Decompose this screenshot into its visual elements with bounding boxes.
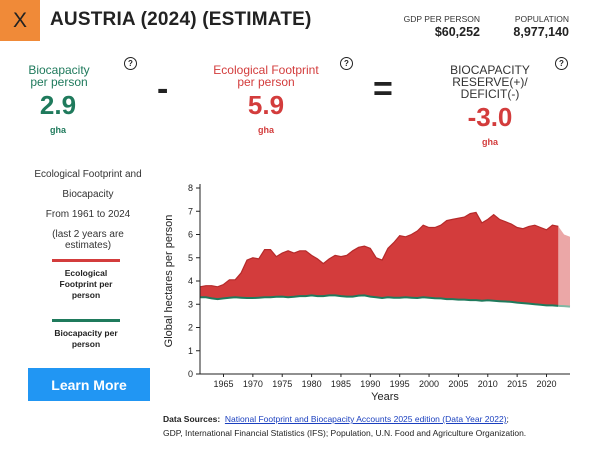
y-tick-label: 5	[188, 253, 193, 263]
biocapacity-label-line1: Biocapacity	[28, 63, 90, 77]
footprint-label-line2: per person	[237, 75, 295, 89]
x-tick-label: 1975	[272, 379, 292, 389]
reserve-value: -3.0	[467, 102, 513, 132]
footprint-deficit-area-estimate	[558, 226, 570, 307]
legend-footprint-line2: Footprint per	[59, 279, 113, 289]
x-tick-label: 2005	[448, 379, 468, 389]
side-description-line1: Ecological Footprint and	[34, 169, 142, 180]
data-sources: Data Sources: National Footprint and Bio…	[163, 412, 526, 440]
x-tick-label: 1990	[360, 379, 380, 389]
reserve-label-line2: RESERVE(+)/	[452, 75, 528, 89]
chart-lines	[199, 211, 571, 308]
legend-footprint-swatch	[52, 259, 120, 262]
biocapacity-line	[200, 294, 559, 307]
population-value: 8,977,140	[513, 25, 569, 39]
x-tick-label: 2010	[478, 379, 498, 389]
x-tick-label: 1985	[331, 379, 351, 389]
reserve-help-icon[interactable]: ?	[555, 57, 568, 70]
reserve-label-line1: BIOCAPACITY	[450, 63, 530, 77]
biocapacity-help-icon[interactable]: ?	[124, 57, 137, 70]
legend-footprint-line3: person	[71, 290, 101, 300]
side-description-line3: From 1961 to 2024	[45, 209, 131, 220]
legend-footprint-line1: Ecological	[64, 268, 108, 278]
gdp-value: $60,252	[434, 25, 480, 39]
side-description-line4: (last 2 years are estimates)	[52, 229, 124, 251]
footprint-unit: gha	[257, 125, 274, 135]
sources-line2: GDP, International Financial Statistics …	[163, 428, 527, 438]
reserve-label-line3: DEFICIT(-)	[460, 87, 520, 101]
footprint-line	[199, 211, 559, 288]
legend-biocapacity-label: Biocapacity per person	[40, 328, 132, 350]
y-tick-label: 7	[188, 206, 193, 216]
chart-ticks: 0 1 2 3 4 5 6 7 8 1965 1970 1975 1980 1985 1990 1995 200…	[188, 183, 557, 403]
x-tick-label: 1980	[302, 379, 322, 389]
equals-operator: =	[373, 70, 393, 108]
footprint-help-icon[interactable]: ?	[340, 57, 353, 70]
y-axis-title-group: Global hectares per person	[163, 215, 175, 348]
minus-operator: -	[157, 70, 169, 108]
sources-label: Data Sources:	[163, 414, 221, 424]
page-title: AUSTRIA (2024) (ESTIMATE)	[50, 9, 312, 30]
close-button[interactable]: X	[0, 0, 40, 41]
biocapacity-area	[200, 295, 570, 374]
x-axis-title: Years	[371, 391, 399, 403]
biocapacity-label-line2: per person	[30, 75, 88, 89]
legend-footprint-label: Ecological Footprint per person	[40, 268, 132, 301]
learn-more-button[interactable]: Learn More	[28, 368, 150, 401]
y-tick-label: 0	[188, 369, 193, 379]
y-tick-label: 4	[188, 276, 193, 286]
x-tick-label: 1965	[213, 379, 233, 389]
reserve-unit: gha	[481, 137, 498, 147]
chart-areas	[200, 212, 570, 374]
chart-axes	[199, 184, 570, 375]
biocapacity-unit: gha	[49, 125, 66, 135]
x-tick-label: 1995	[390, 379, 410, 389]
biocapacity-value: 2.9	[39, 90, 77, 120]
biocapacity-line-estimate	[558, 304, 571, 308]
x-tick-label: 2015	[507, 379, 527, 389]
y-tick-label: 1	[188, 346, 193, 356]
sources-after-link: ;	[506, 414, 509, 424]
legend-biocapacity-line2: person	[71, 339, 101, 349]
footprint-value: 5.9	[247, 90, 285, 120]
footprint-label: Ecological Footprint per person	[210, 64, 322, 88]
y-tick-label: 3	[188, 299, 193, 309]
reserve-label: BIOCAPACITY RESERVE(+)/ DEFICIT(-)	[440, 64, 540, 100]
gdp-label: GDP PER PERSON	[403, 14, 480, 24]
population-label: POPULATION	[514, 14, 569, 24]
legend-biocapacity-swatch	[52, 319, 120, 322]
y-tick-label: 8	[188, 183, 193, 193]
footprint-biocapacity-chart: Global hectares per person 0 1 2 3 4 5 6 7 8 1965…	[163, 183, 571, 403]
x-tick-label: 2020	[536, 379, 556, 389]
side-description-line2: Biocapacity	[62, 189, 114, 200]
x-tick-label: 2000	[419, 379, 439, 389]
biocapacity-label: Biocapacity per person	[24, 64, 94, 88]
x-tick-label: 1970	[243, 379, 263, 389]
sources-link[interactable]: National Footprint and Biocapacity Accou…	[224, 414, 507, 424]
legend-biocapacity-line1: Biocapacity per	[54, 328, 118, 338]
y-axis-title: Global hectares per person	[163, 215, 175, 348]
y-tick-label: 2	[188, 323, 193, 333]
y-tick-label: 6	[188, 230, 193, 240]
footprint-label-line1: Ecological Footprint	[213, 63, 319, 77]
